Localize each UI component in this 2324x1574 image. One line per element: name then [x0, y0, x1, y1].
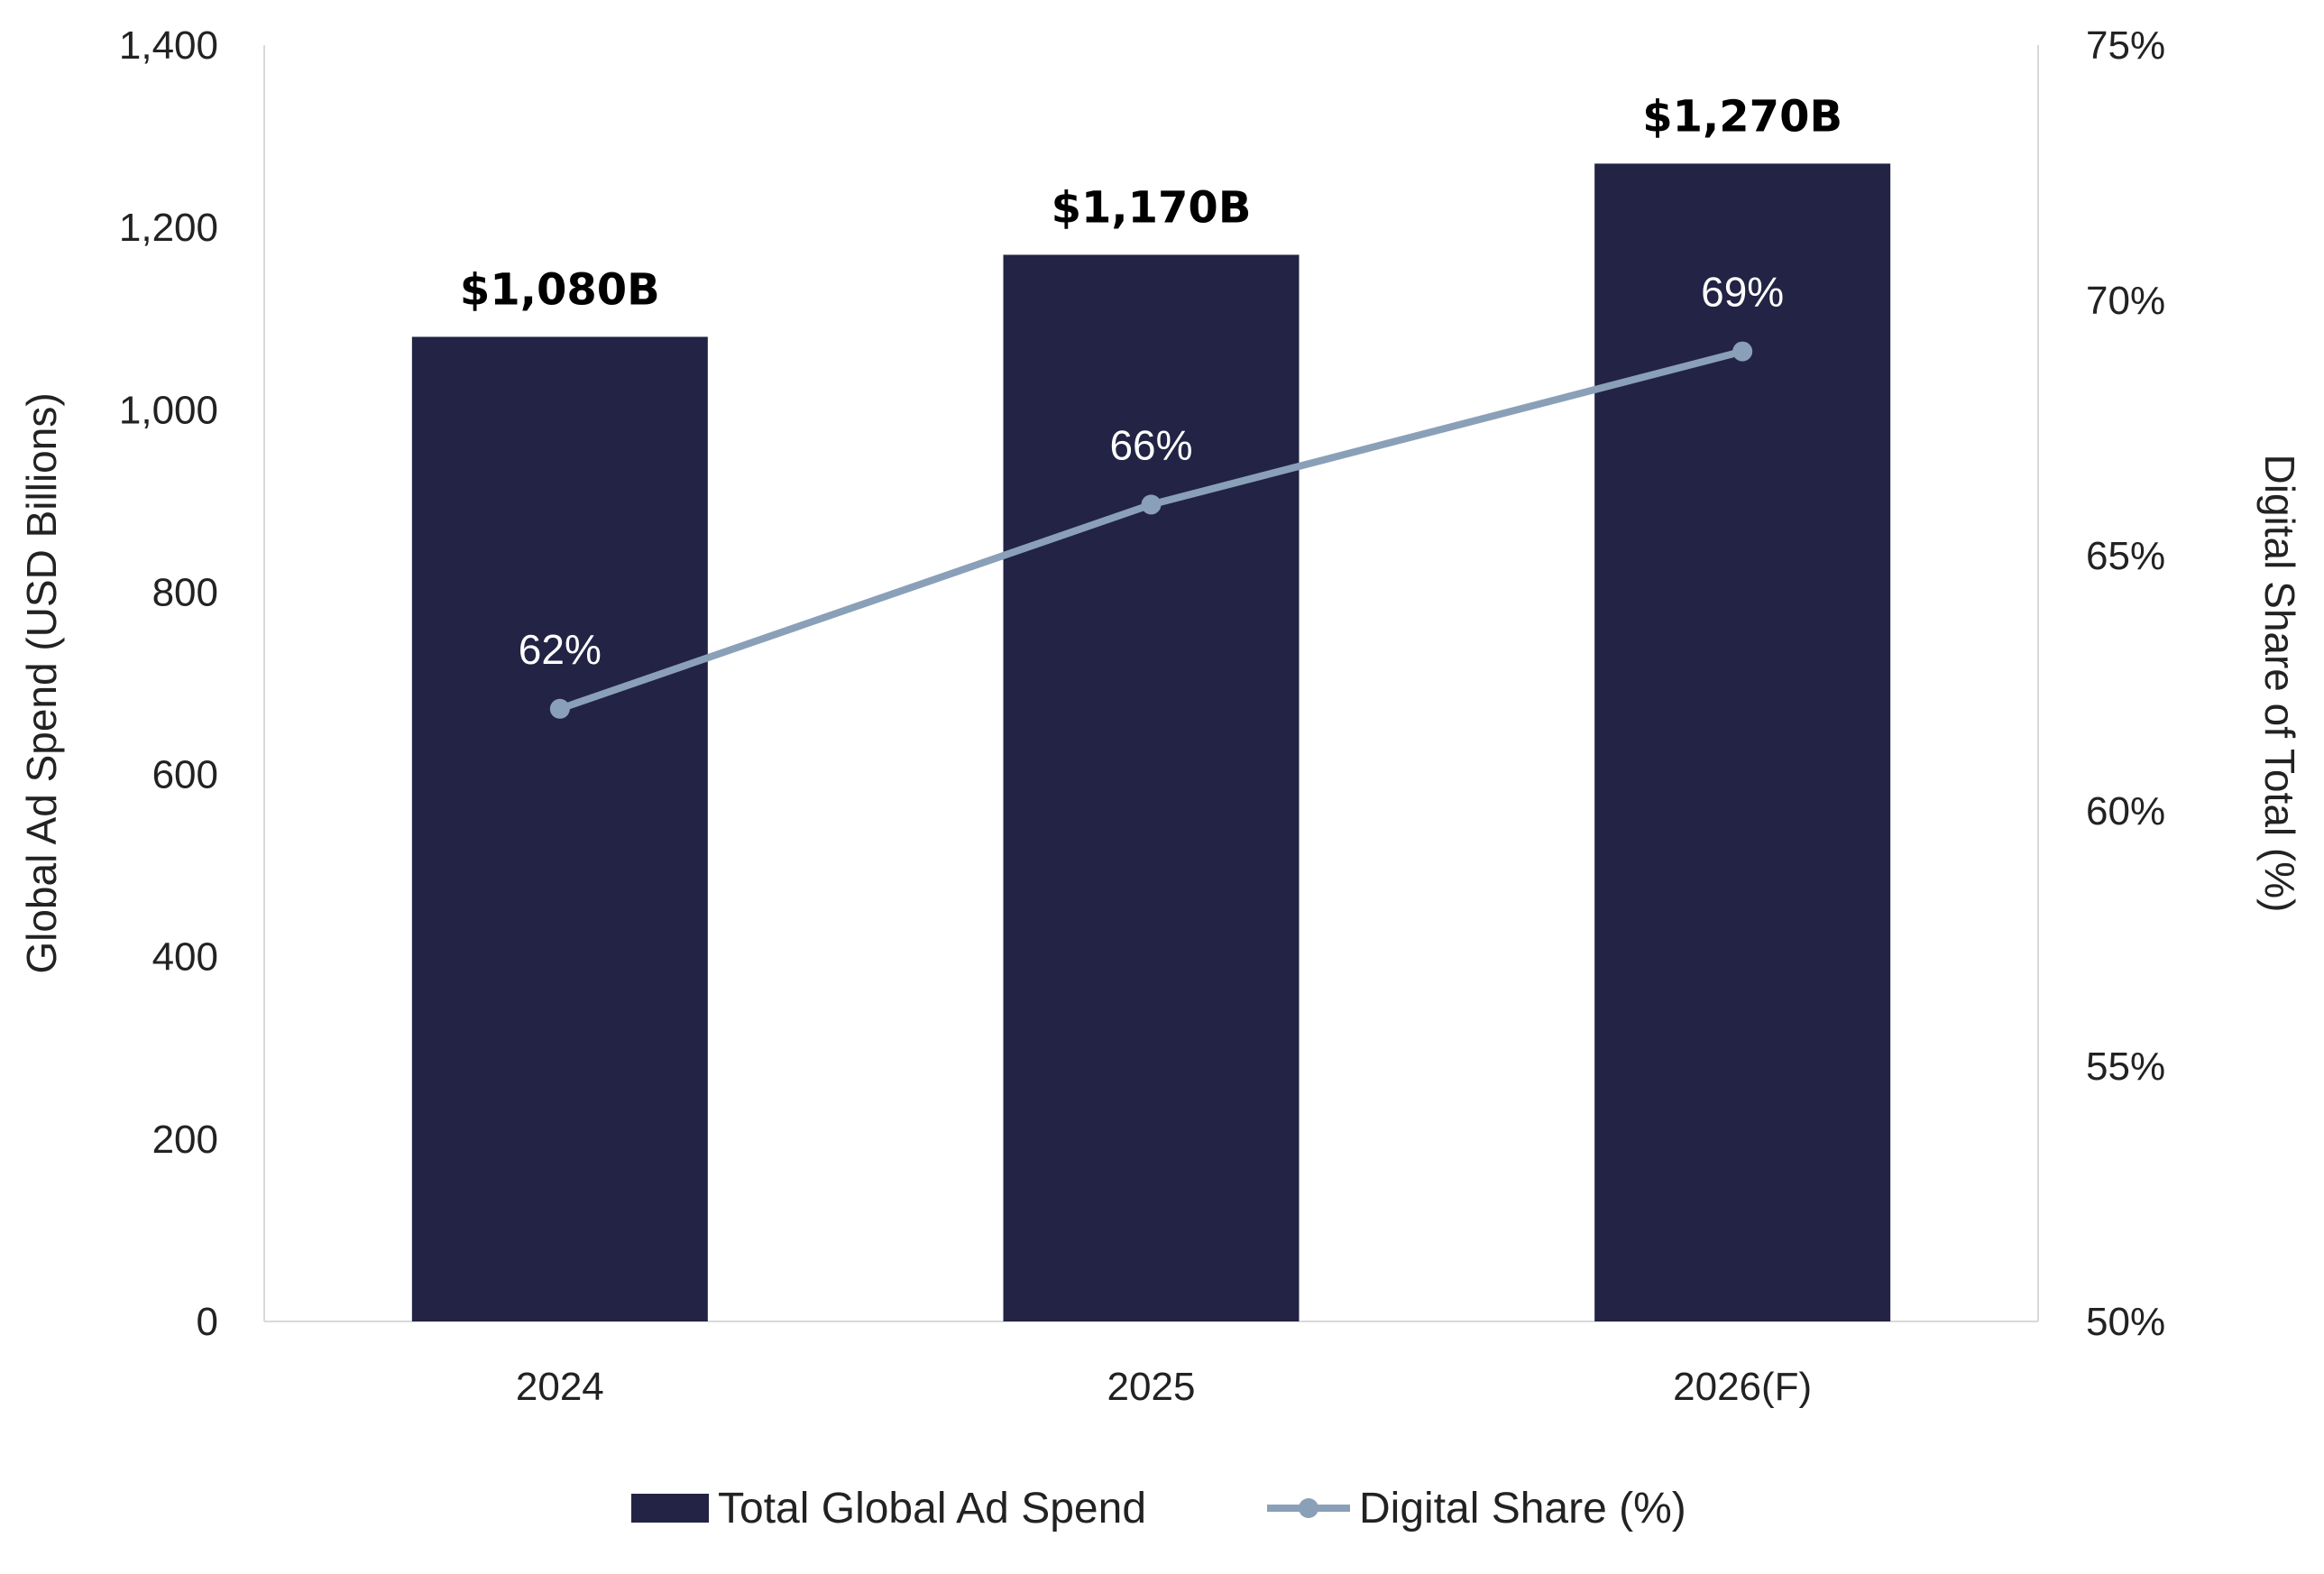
digital-share-point: [549, 698, 570, 719]
bar-value-label: $1,170B: [1052, 182, 1252, 233]
y-tick-label: 1,000: [119, 388, 218, 432]
y2-tick-label: 50%: [2086, 1300, 2165, 1344]
digital-share-line: [549, 341, 1753, 719]
y-tick-label: 0: [197, 1300, 218, 1344]
bars: [411, 163, 1891, 1322]
y-axis-title: Global Ad Spend (USD Billions): [18, 392, 65, 973]
y-tick-label: 1,200: [119, 206, 218, 250]
legend-bar-label: Total Global Ad Spend: [718, 1485, 1146, 1533]
data-labels: $1,080B $1,170B $1,270B 62% 66% 69%: [460, 91, 1842, 672]
x-tick-label: 2024: [516, 1365, 604, 1409]
digital-share-value-label: 66%: [1109, 421, 1192, 468]
legend: Total Global Ad Spend Digital Share (%): [631, 1485, 1686, 1533]
bar-value-label: $1,080B: [460, 264, 660, 315]
digital-share-value-label: 62%: [519, 626, 602, 673]
digital-share-value-label: 69%: [1701, 269, 1784, 316]
y2-tick-label: 65%: [2086, 534, 2165, 578]
legend-line-label: Digital Share (%): [1359, 1485, 1686, 1533]
y2-tick-label: 75%: [2086, 23, 2165, 68]
y2-tick-label: 70%: [2086, 279, 2165, 323]
bar-2024: [411, 336, 708, 1321]
y-tick-label: 800: [152, 570, 218, 614]
y-tick-label: 400: [152, 935, 218, 980]
bar-value-label: $1,270B: [1642, 91, 1842, 142]
y2-tick-label: 55%: [2086, 1045, 2165, 1089]
legend-line-marker: [1299, 1498, 1318, 1518]
x-tick-label: 2025: [1107, 1365, 1196, 1409]
y2-tick-label: 60%: [2086, 789, 2165, 833]
y-tick-label: 200: [152, 1118, 218, 1162]
y2-axis-title: Digital Share of Total (%): [2256, 455, 2303, 913]
bar-2026(F): [1594, 163, 1891, 1322]
x-tick-label: 2026(F): [1673, 1365, 1812, 1409]
digital-share-point: [1732, 341, 1753, 362]
y-tick-label: 1,400: [119, 23, 218, 68]
digital-share-point: [1141, 494, 1162, 515]
legend-bar-swatch: [631, 1494, 709, 1523]
axes: 0 200 400 600 800 1,000 1,200 1,400 50% 55% 60% 65%…: [18, 23, 2303, 1409]
y-tick-label: 600: [152, 753, 218, 797]
bar-2025: [1003, 254, 1300, 1321]
